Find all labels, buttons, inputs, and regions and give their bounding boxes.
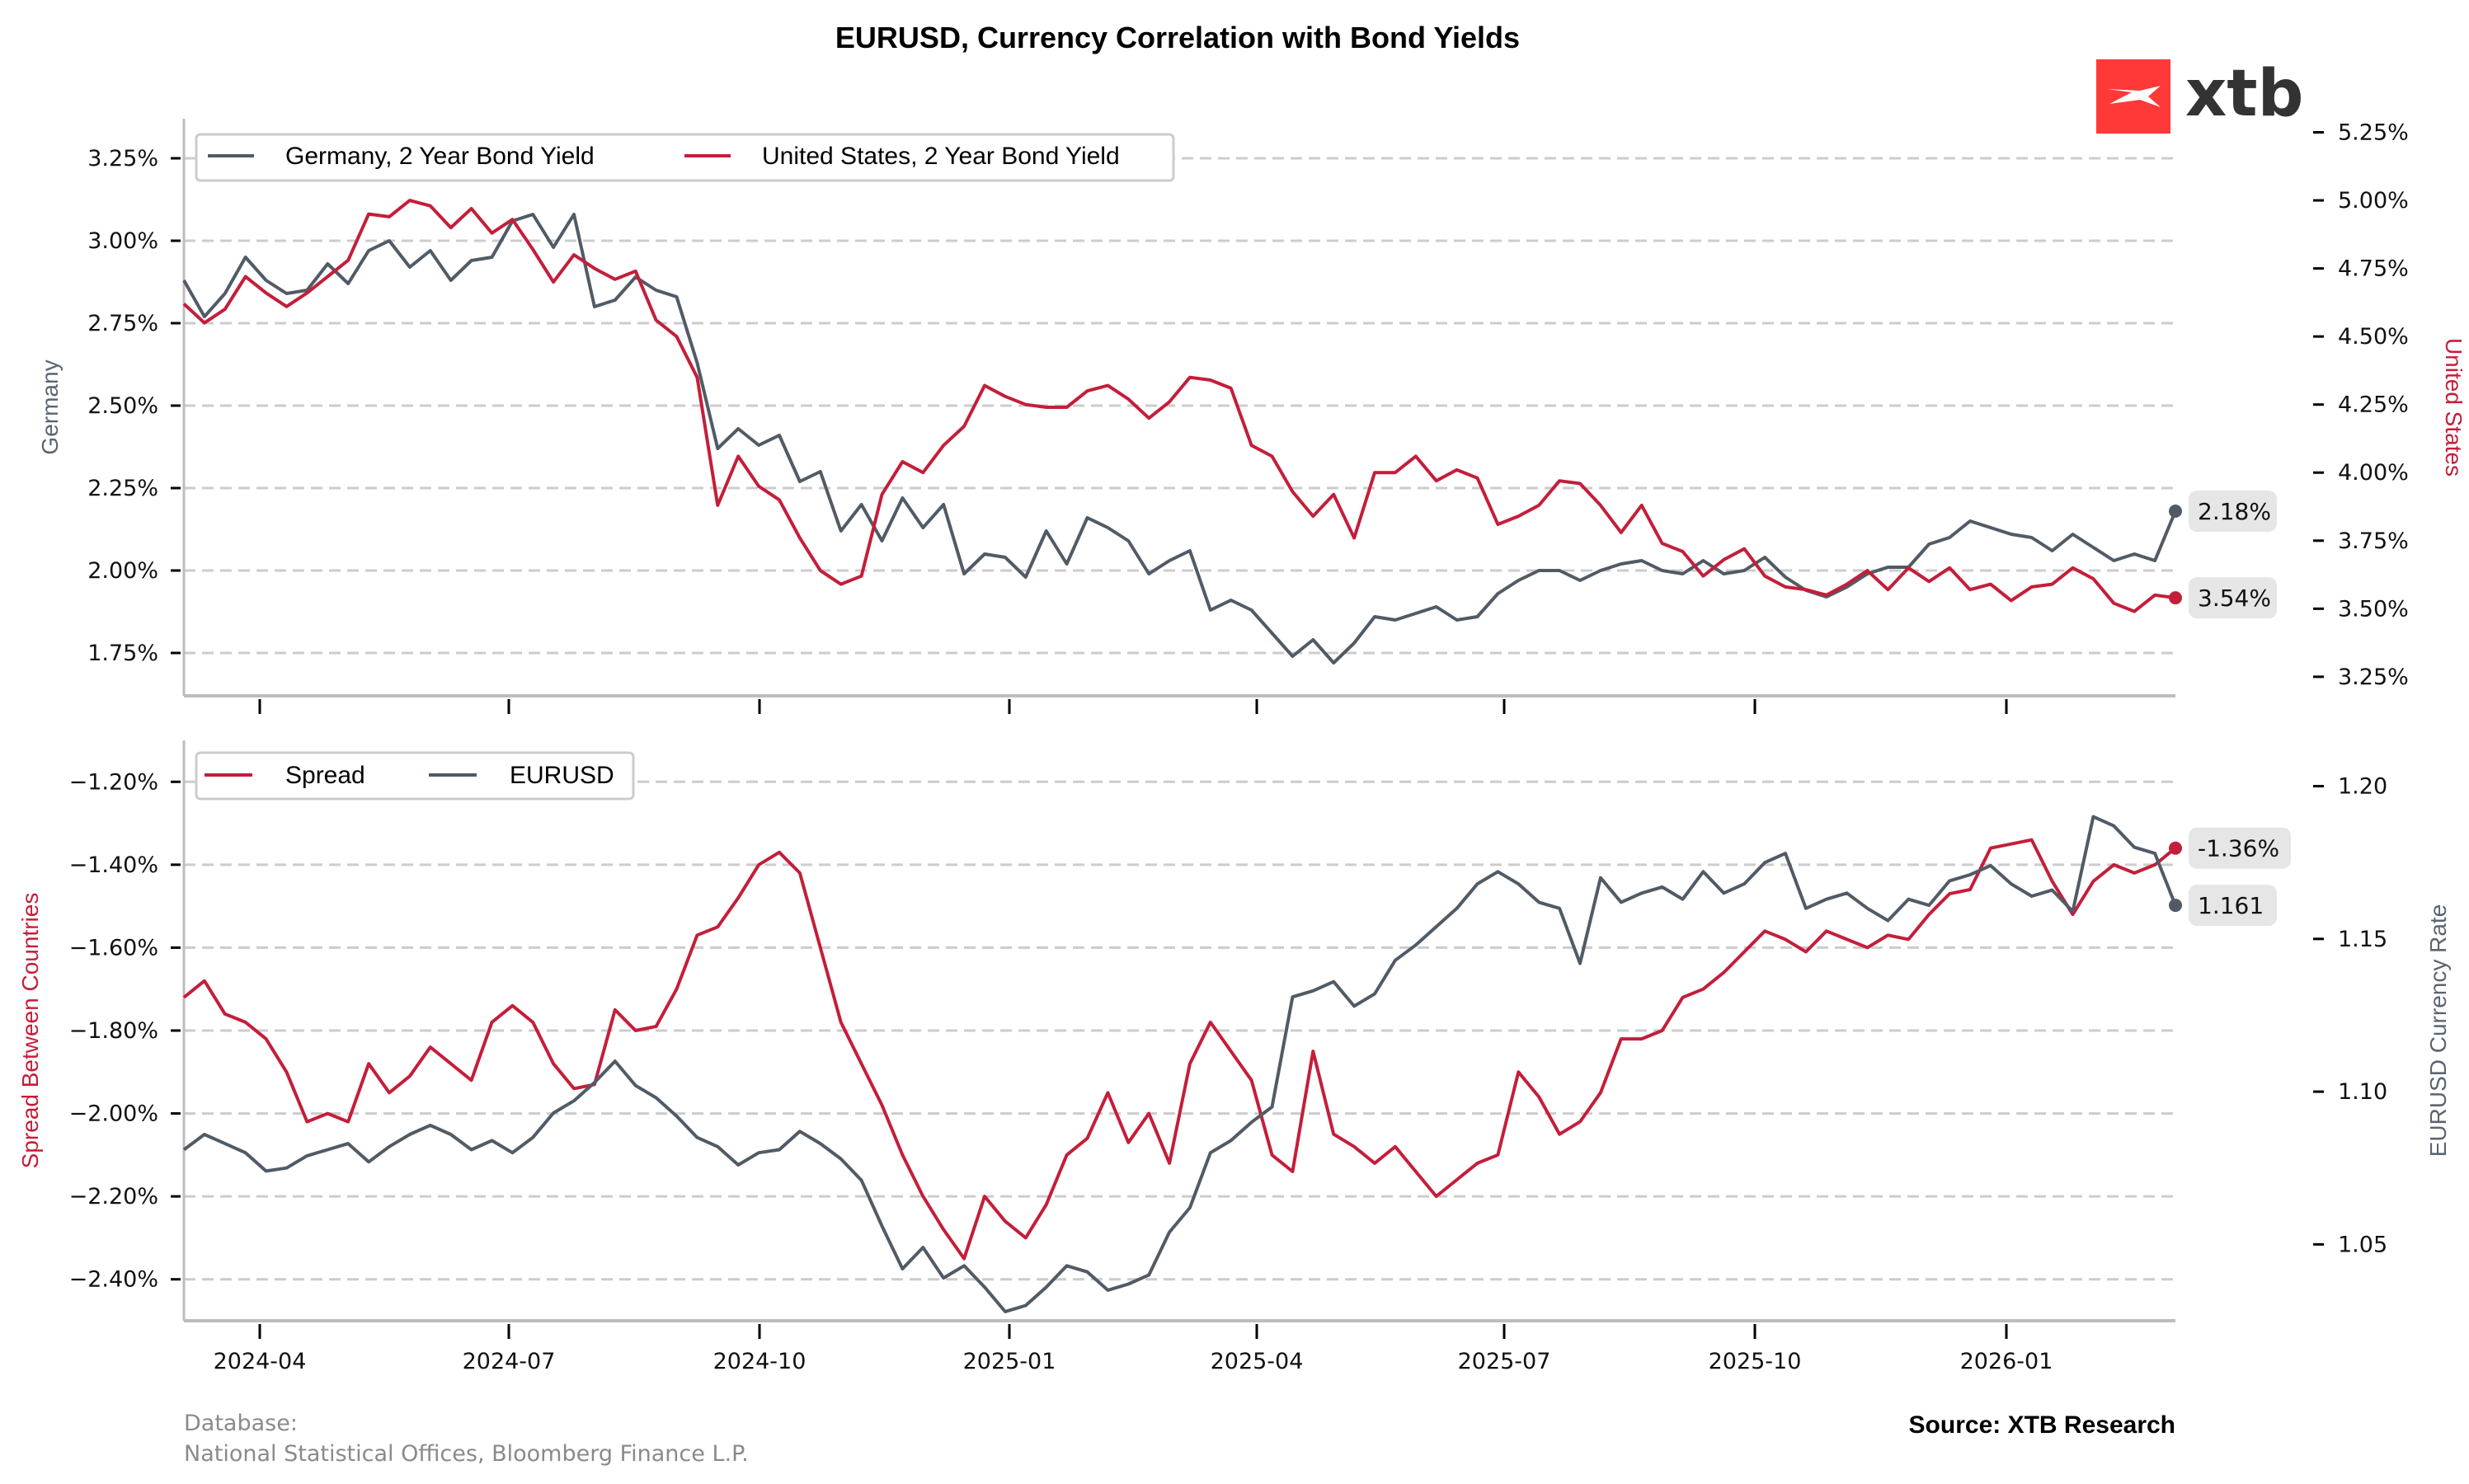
bottom-series: -1.36% 1.161 (182, 815, 2291, 1313)
legend-label-eurusd: EURUSD (510, 762, 614, 789)
end-value-label: 3.54% (2198, 585, 2271, 612)
y-tick-label-left: −1.60% (69, 935, 158, 960)
end-value-label: 1.161 (2198, 892, 2264, 919)
legend-top: Germany, 2 Year Bond Yield United States… (195, 133, 1175, 182)
series-line-eurusd (182, 815, 2177, 1313)
y-tick-label-right: 3.50% (2338, 596, 2409, 622)
y-tick-label-left: −2.00% (69, 1101, 158, 1127)
y-tick-label-right: 4.25% (2338, 392, 2409, 418)
x-axis: 2024-04 2024-07 2024-10 2025-01 2025-04 2025-… (214, 699, 2053, 1374)
y-tick-label-right: 1.05 (2338, 1232, 2387, 1257)
top-series: 2.18% 3.54% (182, 199, 2277, 665)
legend-label-germany: Germany, 2 Year Bond Yield (285, 143, 595, 170)
x-tick-label: 2024-07 (463, 1349, 556, 1374)
y-tick-label-right: 1.10 (2338, 1079, 2387, 1105)
x-tick-label: 2025-04 (1211, 1349, 1304, 1374)
y-tick-label-left: 3.25% (87, 146, 158, 171)
legend-label-united-states: United States, 2 Year Bond Yield (762, 143, 1120, 170)
legend-label-spread: Spread (285, 762, 365, 789)
y-tick-label-left: 2.00% (87, 558, 158, 584)
y-tick-label-right: 1.20 (2338, 774, 2387, 800)
end-value-label: 2.18% (2198, 498, 2271, 525)
y-tick-label-right: 5.25% (2338, 120, 2409, 146)
series-line-spread (182, 838, 2177, 1261)
series-end-marker (2169, 505, 2182, 518)
y-tick-label-right: 1.15 (2338, 927, 2387, 952)
y-tick-label-left: −1.40% (69, 852, 158, 878)
xtb-logo: xtb (2096, 57, 2303, 134)
y-tick-label-right: 4.50% (2338, 324, 2409, 350)
y-axis-label-spread: Spread Between Countries (17, 893, 43, 1169)
source-label: Source: XTB Research (1909, 1411, 2175, 1439)
y-tick-label-right: 4.00% (2338, 460, 2409, 486)
y-tick-label-left: −2.40% (69, 1267, 158, 1293)
x-tick-label: 2025-10 (1709, 1349, 1802, 1374)
series-end-marker (2169, 841, 2182, 855)
end-value-badge (2189, 885, 2277, 927)
legend-bottom: Spread EURUSD (195, 751, 635, 801)
y-tick-label-left: −1.20% (69, 769, 158, 795)
y-tick-label-left: −2.20% (69, 1184, 158, 1209)
y-axis-label-eurusd: EURUSD Currency Rate (2425, 904, 2451, 1158)
end-value-badge (2189, 577, 2277, 619)
top-axes: 3.25% 3.00% 2.75% 2.50% 2.25% 2.00% 1.75% 5.25%… (87, 119, 2409, 697)
bottom-axes: −1.20% −1.40% −1.60% −1.80% −2.00% −2.20% −2.4… (69, 740, 2387, 1322)
end-value-badge (2189, 491, 2277, 532)
database-label: Database: (184, 1411, 298, 1436)
x-tick-label: 2024-10 (713, 1349, 807, 1374)
x-tick-label: 2026-01 (1960, 1349, 2053, 1374)
y-tick-label-left: 1.75% (87, 641, 158, 666)
series-end-marker (2169, 591, 2182, 605)
bottom-gridlines (184, 780, 2175, 1281)
database-sources: National Statistical Offices, Bloomberg … (184, 1441, 749, 1467)
logo-x-icon (2107, 86, 2161, 107)
series-line-united-states-2-year-bond-yield (182, 199, 2176, 613)
y-tick-label-right: 3.25% (2338, 665, 2409, 690)
x-tick-label: 2025-07 (1458, 1349, 1551, 1374)
y-tick-label-left: −1.80% (69, 1018, 158, 1044)
x-tick-label: 2024-04 (214, 1349, 307, 1374)
y-tick-label-left: 2.50% (87, 393, 158, 419)
y-tick-label-right: 4.75% (2338, 256, 2409, 282)
y-axis-label-germany: Germany (37, 359, 63, 454)
chart-title: EURUSD, Currency Correlation with Bond Y… (835, 21, 1520, 54)
y-tick-label-right: 3.75% (2338, 528, 2409, 554)
x-tick-label: 2025-01 (963, 1349, 1056, 1374)
y-tick-label-right: 5.00% (2338, 188, 2409, 214)
y-tick-label-left: 3.00% (87, 228, 158, 254)
y-tick-label-left: 2.75% (87, 311, 158, 336)
logo-text: xtb (2185, 57, 2303, 131)
end-value-label: -1.36% (2198, 835, 2279, 862)
series-line-germany-2-year-bond-yield (182, 213, 2177, 665)
end-value-badge (2189, 827, 2291, 869)
y-tick-label-left: 2.25% (87, 476, 158, 501)
series-end-marker (2169, 899, 2182, 913)
y-axis-label-united-states: United States (2441, 338, 2467, 477)
